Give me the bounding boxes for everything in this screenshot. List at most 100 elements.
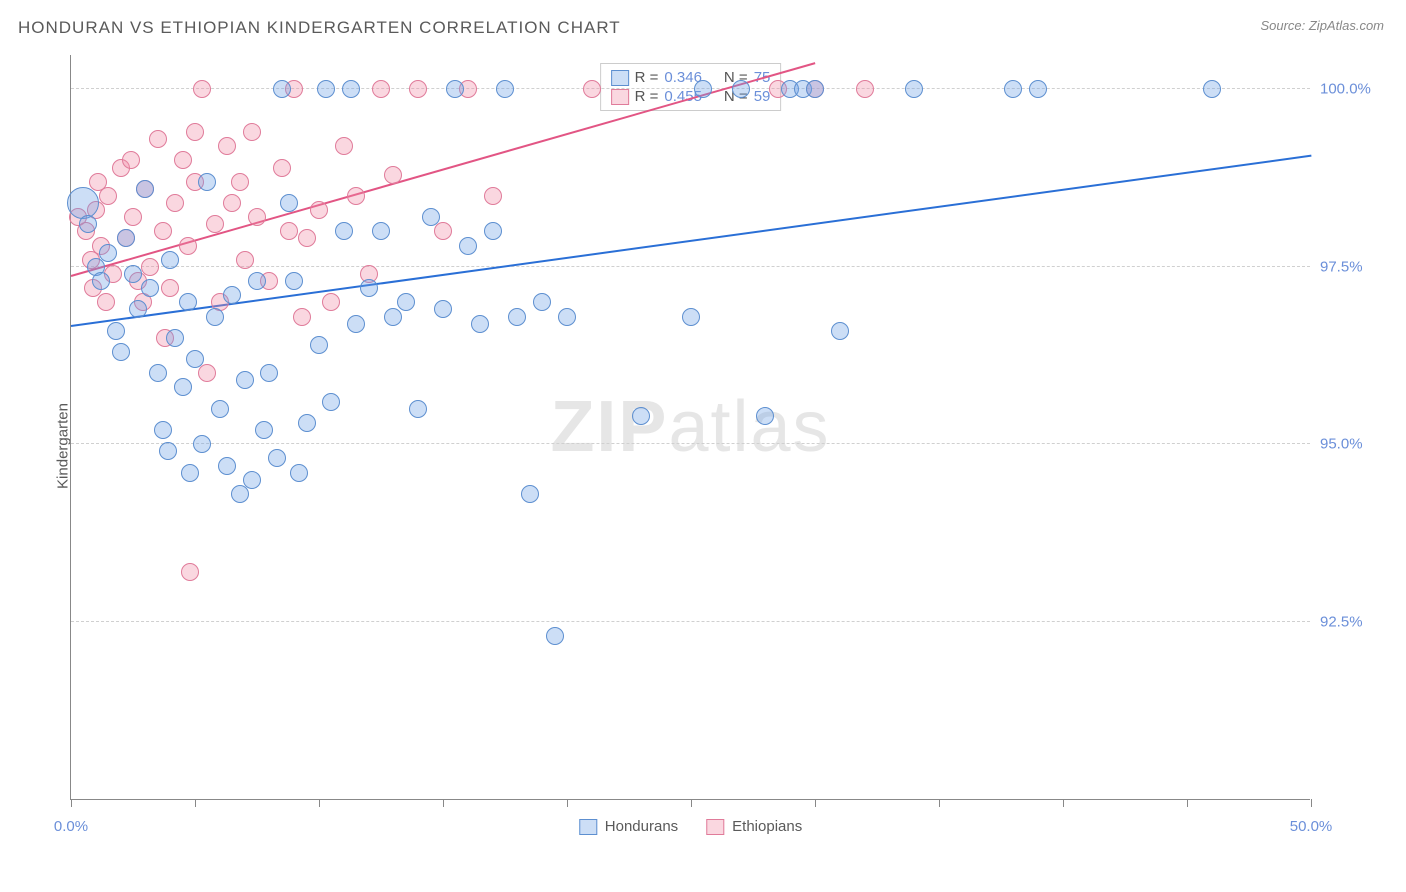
scatter-point-ethiopians <box>181 563 199 581</box>
scatter-point-ethiopians <box>179 237 197 255</box>
scatter-point-hondurans <box>342 80 360 98</box>
xtick-label: 0.0% <box>54 818 88 835</box>
scatter-point-hondurans <box>496 80 514 98</box>
scatter-point-ethiopians <box>310 201 328 219</box>
scatter-point-hondurans <box>471 315 489 333</box>
scatter-point-hondurans <box>682 308 700 326</box>
scatter-point-hondurans <box>1203 80 1221 98</box>
scatter-point-hondurans <box>112 343 130 361</box>
scatter-point-ethiopians <box>298 229 316 247</box>
scatter-point-hondurans <box>141 279 159 297</box>
scatter-point-hondurans <box>166 329 184 347</box>
xtick <box>815 799 816 807</box>
scatter-point-hondurans <box>806 80 824 98</box>
scatter-point-hondurans <box>285 272 303 290</box>
watermark-bold: ZIP <box>550 387 668 467</box>
scatter-point-hondurans <box>179 293 197 311</box>
scatter-point-hondurans <box>161 251 179 269</box>
gridline-h <box>71 443 1310 444</box>
scatter-point-hondurans <box>124 265 142 283</box>
series-label-ethiopians: Ethiopians <box>732 818 802 835</box>
xtick <box>319 799 320 807</box>
scatter-point-ethiopians <box>206 215 224 233</box>
gridline-h <box>71 621 1310 622</box>
xtick-label: 50.0% <box>1290 818 1333 835</box>
scatter-point-hondurans <box>99 244 117 262</box>
series-legend: Hondurans Ethiopians <box>579 818 802 835</box>
scatter-point-hondurans <box>255 421 273 439</box>
scatter-point-hondurans <box>905 80 923 98</box>
scatter-point-hondurans <box>632 407 650 425</box>
scatter-point-hondurans <box>756 407 774 425</box>
scatter-point-hondurans <box>206 308 224 326</box>
plot-area: ZIPatlas R = 0.346 N = 75 R = 0.455 N = … <box>70 55 1310 800</box>
xtick <box>195 799 196 807</box>
scatter-point-hondurans <box>67 187 99 219</box>
scatter-point-hondurans <box>290 464 308 482</box>
scatter-point-hondurans <box>198 173 216 191</box>
series-swatch-ethiopians <box>706 819 724 835</box>
scatter-point-hondurans <box>107 322 125 340</box>
scatter-point-hondurans <box>268 449 286 467</box>
series-label-hondurans: Hondurans <box>605 818 678 835</box>
ytick-label: 100.0% <box>1320 81 1380 98</box>
scatter-point-hondurans <box>248 272 266 290</box>
y-axis-label: Kindergarten <box>54 403 71 489</box>
legend-r-prefix: R = <box>635 69 659 86</box>
scatter-point-hondurans <box>372 222 390 240</box>
scatter-point-hondurans <box>546 627 564 645</box>
watermark-light: atlas <box>668 387 830 467</box>
scatter-point-hondurans <box>446 80 464 98</box>
scatter-point-hondurans <box>92 272 110 290</box>
ytick-label: 97.5% <box>1320 258 1380 275</box>
scatter-point-hondurans <box>181 464 199 482</box>
scatter-point-hondurans <box>149 364 167 382</box>
watermark-text: ZIPatlas <box>550 386 830 468</box>
scatter-point-ethiopians <box>347 187 365 205</box>
legend-r-prefix-2: R = <box>635 88 659 105</box>
scatter-point-hondurans <box>384 308 402 326</box>
scatter-point-hondurans <box>508 308 526 326</box>
scatter-point-hondurans <box>211 400 229 418</box>
scatter-point-ethiopians <box>583 80 601 98</box>
xtick <box>691 799 692 807</box>
scatter-point-ethiopians <box>124 208 142 226</box>
scatter-point-ethiopians <box>372 80 390 98</box>
correlation-legend: R = 0.346 N = 75 R = 0.455 N = 59 <box>600 63 782 111</box>
scatter-point-hondurans <box>732 80 750 98</box>
scatter-point-ethiopians <box>236 251 254 269</box>
scatter-point-ethiopians <box>434 222 452 240</box>
gridline-h <box>71 88 1310 89</box>
scatter-point-ethiopians <box>293 308 311 326</box>
scatter-point-ethiopians <box>166 194 184 212</box>
scatter-point-ethiopians <box>174 151 192 169</box>
legend-swatch-hondurans <box>611 70 629 86</box>
scatter-point-ethiopians <box>484 187 502 205</box>
source-attribution: Source: ZipAtlas.com <box>1260 18 1384 33</box>
scatter-point-hondurans <box>186 350 204 368</box>
xtick <box>71 799 72 807</box>
scatter-point-ethiopians <box>384 166 402 184</box>
scatter-point-hondurans <box>136 180 154 198</box>
scatter-point-ethiopians <box>335 137 353 155</box>
scatter-point-ethiopians <box>122 151 140 169</box>
scatter-point-hondurans <box>484 222 502 240</box>
scatter-point-ethiopians <box>322 293 340 311</box>
scatter-point-hondurans <box>79 215 97 233</box>
scatter-point-hondurans <box>1004 80 1022 98</box>
scatter-point-ethiopians <box>198 364 216 382</box>
scatter-point-ethiopians <box>409 80 427 98</box>
scatter-point-ethiopians <box>218 137 236 155</box>
scatter-point-hondurans <box>273 80 291 98</box>
scatter-point-ethiopians <box>248 208 266 226</box>
scatter-point-hondurans <box>694 80 712 98</box>
scatter-point-ethiopians <box>149 130 167 148</box>
scatter-point-hondurans <box>409 400 427 418</box>
ytick-label: 92.5% <box>1320 613 1380 630</box>
scatter-point-ethiopians <box>856 80 874 98</box>
scatter-point-hondurans <box>317 80 335 98</box>
legend-swatch-ethiopians <box>611 89 629 105</box>
scatter-point-hondurans <box>193 435 211 453</box>
scatter-point-ethiopians <box>97 293 115 311</box>
scatter-point-hondurans <box>360 279 378 297</box>
